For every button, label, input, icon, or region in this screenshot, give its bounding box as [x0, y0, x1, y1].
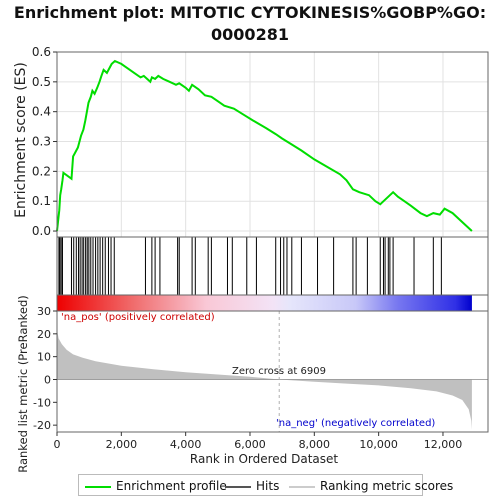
- es-panel: [56, 59, 473, 232]
- metric-y-axis-label: Ranked list metric (PreRanked): [16, 295, 30, 473]
- es-ytick-label-4: 0.4: [32, 105, 51, 119]
- positive-correlation-label: 'na_pos' (positively correlated): [61, 312, 215, 323]
- metric-ytick-label-4: -10: [33, 396, 51, 409]
- metric-panel: [57, 311, 488, 432]
- legend-swatch-hits: [225, 485, 251, 488]
- legend-item-enrichment-profile: Enrichment profile: [85, 478, 227, 494]
- es-ytick-label-1: 0.1: [32, 194, 51, 208]
- xtick-label-3: 6,000: [234, 438, 266, 451]
- es-ytick-label-2: 0.2: [32, 164, 51, 178]
- legend-swatch-metric: [289, 485, 315, 488]
- metric-ytick-label-2: 10: [37, 351, 51, 364]
- xtick-label-5: 10,000: [359, 438, 398, 451]
- hits-frame: [56, 236, 489, 296]
- es-ytick-label-3: 0.3: [32, 135, 51, 149]
- xtick-label-2: 4,000: [170, 438, 202, 451]
- legend-swatch-enrichment: [85, 485, 111, 488]
- x-axis-label: Rank in Ordered Dataset: [190, 452, 338, 466]
- metric-ytick-label-1: 20: [37, 328, 51, 341]
- es-ytick-label-5: 0.5: [32, 75, 51, 89]
- rank-color-bar: [57, 295, 472, 311]
- es-line: [56, 59, 473, 232]
- es-y-axis-label: Enrichment score (ES): [13, 62, 29, 218]
- grid: [56, 51, 488, 237]
- legend-label-ranking-metric: Ranking metric scores: [320, 479, 454, 493]
- xtick-label-1: 2,000: [106, 438, 138, 451]
- legend-label-hits: Hits: [256, 479, 280, 493]
- chart-title: Enrichment plot: MITOTIC CYTOKINESIS%GOB…: [13, 3, 487, 44]
- es-ytick-label-6: 0.6: [32, 45, 51, 59]
- xtick-label-6: 12,000: [424, 438, 463, 451]
- panel-frames: [56, 51, 489, 433]
- metric-ytick-label-3: 0: [44, 373, 51, 386]
- xtick-label-0: 0: [54, 438, 61, 451]
- negative-correlation-label: 'na_neg' (negatively correlated): [276, 418, 435, 429]
- metric-ytick-label-0: 30: [37, 305, 51, 318]
- metric-frame: [56, 310, 489, 433]
- zero-cross-label: Zero cross at 6909: [232, 366, 326, 377]
- hits-panel: [58, 237, 442, 295]
- legend-item-hits: Hits: [225, 478, 279, 494]
- legend-item-ranking-metric: Ranking metric scores: [289, 478, 453, 494]
- es-ytick-label-0: 0.0: [32, 224, 51, 238]
- rank-bar: [57, 295, 472, 311]
- xtick-label-4: 8,000: [299, 438, 331, 451]
- legend-label-enrichment-profile: Enrichment profile: [116, 479, 227, 493]
- metric-ytick-label-5: -20: [33, 419, 51, 432]
- legend: Enrichment profile Hits Ranking metric s…: [78, 474, 453, 496]
